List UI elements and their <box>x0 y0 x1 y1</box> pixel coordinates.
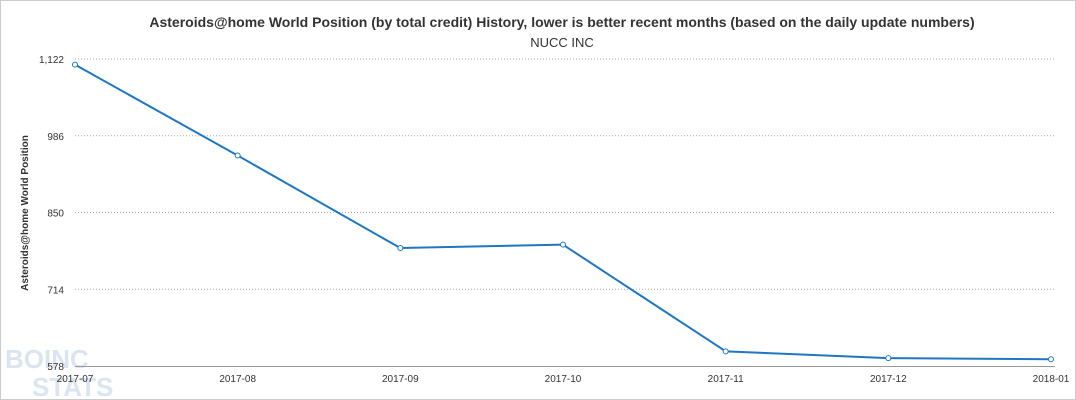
y-tick-label: 578 <box>47 362 64 373</box>
data-point[interactable] <box>397 245 404 252</box>
x-tick-label: 2017-09 <box>382 374 419 385</box>
y-axis-ticks: 1,122 986 850 714 578 <box>39 55 64 373</box>
y-tick-label: 1,122 <box>39 55 64 66</box>
x-tick-label: 2017-12 <box>870 374 907 385</box>
data-point[interactable] <box>722 348 729 355</box>
chart-title: Asteroids@home World Position (by total … <box>149 14 975 30</box>
x-axis-ticks: 2017-07 2017-08 2017-09 2017-10 2017-11 2017-… <box>57 374 1070 385</box>
x-tick-label: 2018-01 <box>1033 374 1070 385</box>
watermark-line1: BOINC <box>5 344 89 374</box>
watermark-line2: STATS <box>32 372 113 400</box>
chart-subtitle: NUCC INC <box>530 35 594 50</box>
x-tick-label: 2017-07 <box>57 374 94 385</box>
data-point[interactable] <box>72 61 78 68</box>
data-point[interactable] <box>234 152 241 159</box>
y-tick-label: 850 <box>47 209 64 220</box>
y-tick-label: 986 <box>47 132 64 143</box>
data-point[interactable] <box>885 355 892 362</box>
x-tick-label: 2017-11 <box>708 374 744 385</box>
y-tick-label: 714 <box>47 285 64 296</box>
data-point[interactable] <box>1048 356 1054 363</box>
y-axis-label: Asteroids@home World Position <box>20 135 31 291</box>
data-point[interactable] <box>560 241 566 248</box>
x-tick-label: 2017-08 <box>219 374 256 385</box>
gridlines <box>75 58 1055 290</box>
series-line <box>74 63 1052 361</box>
x-tick-label: 2017-10 <box>545 374 582 385</box>
watermark-logo: BOINC STATS <box>5 344 113 400</box>
series-group <box>72 61 1054 363</box>
